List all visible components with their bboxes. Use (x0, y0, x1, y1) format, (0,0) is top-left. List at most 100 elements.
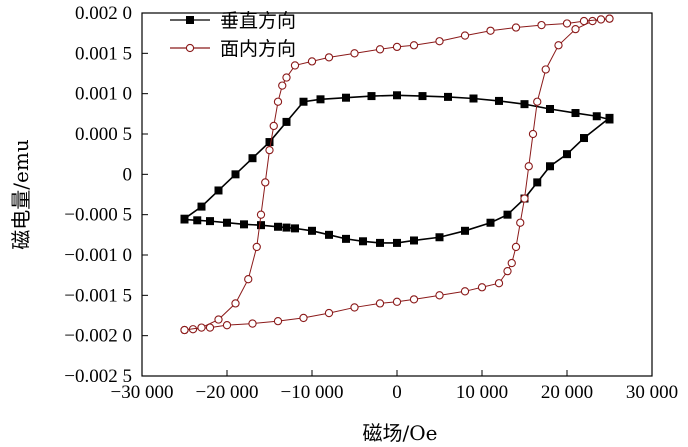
y-tick-label: −0.002 0 (64, 326, 132, 347)
data-point (265, 138, 274, 147)
data-point (503, 266, 512, 276)
data-point (180, 214, 189, 223)
data-point (299, 313, 308, 323)
data-point (274, 222, 282, 231)
data-point (257, 221, 265, 230)
data-point (605, 115, 614, 124)
y-tick-label: −0.000 5 (64, 205, 132, 226)
y-tick-label: −0.001 0 (64, 245, 132, 266)
legend-item: 垂直方向 (170, 10, 296, 32)
data-point (524, 162, 533, 171)
data-point (240, 220, 248, 229)
data-point (580, 134, 588, 143)
data-point (273, 316, 283, 326)
data-point (516, 218, 525, 227)
data-point (435, 233, 444, 242)
data-point (206, 217, 214, 226)
data-point (537, 20, 546, 30)
data-point (546, 104, 554, 113)
x-axis-title: 磁场/Oe (363, 421, 438, 445)
series-in-plane (180, 14, 614, 335)
legend-item: 面内方向 (170, 38, 296, 60)
data-point (231, 170, 240, 179)
data-point (282, 117, 291, 126)
y-tick-label: −0.001 5 (64, 285, 132, 306)
data-point (418, 92, 427, 101)
data-point (563, 150, 571, 159)
data-point (282, 223, 291, 232)
y-tick-label: 0.002 0 (75, 3, 132, 24)
series-layer (180, 14, 614, 335)
data-point (588, 16, 597, 26)
data-point (533, 97, 542, 106)
data-point (367, 92, 376, 101)
x-tick-label: 30 000 (626, 382, 678, 403)
data-point (460, 31, 470, 40)
data-point (299, 97, 308, 106)
data-point (282, 73, 291, 82)
legend-label: 垂直方向 (220, 10, 296, 32)
data-point (410, 236, 418, 245)
data-point (469, 94, 478, 103)
data-point (231, 299, 240, 308)
series-line (184, 117, 610, 244)
data-point (444, 92, 452, 101)
x-axis: −30 000 −20 000 −10 000 0 10 000 20 000 30 000 (111, 370, 678, 403)
x-tick-label: −10 000 (281, 382, 344, 403)
data-point (222, 321, 232, 330)
data-point (324, 308, 334, 318)
data-point (409, 295, 419, 304)
data-point (461, 226, 469, 235)
data-point (223, 218, 231, 227)
data-point (520, 100, 529, 109)
data-point (571, 109, 580, 118)
legend-label: 面内方向 (220, 38, 296, 60)
data-point (520, 194, 529, 203)
data-point (511, 242, 521, 252)
data-point (214, 186, 223, 195)
data-point (197, 323, 206, 332)
data-point (342, 234, 350, 243)
data-point (265, 145, 274, 155)
y-tick-label: 0.001 5 (75, 43, 132, 64)
data-point (350, 303, 359, 312)
x-tick-label: 10 000 (456, 382, 508, 403)
data-point (533, 178, 542, 187)
data-point (592, 112, 601, 121)
data-point (261, 178, 270, 187)
data-point (375, 299, 385, 308)
data-point (290, 61, 300, 70)
y-tick-label: 0.000 5 (75, 124, 132, 145)
series-perpendicular (180, 91, 614, 247)
data-point (541, 65, 550, 74)
y-axis-title: 磁电量/emu (9, 139, 33, 250)
data-point (350, 49, 359, 58)
y-tick-label: −0.002 5 (64, 366, 132, 387)
data-point (562, 19, 572, 28)
data-point (375, 45, 385, 54)
y-tick-label: 0.001 0 (75, 84, 132, 105)
data-point (180, 325, 189, 335)
data-point (325, 230, 333, 239)
data-point (291, 224, 299, 233)
data-point (308, 226, 316, 235)
data-point (409, 41, 419, 50)
x-tick-label: −30 000 (111, 382, 174, 403)
data-point (269, 121, 278, 131)
data-point (486, 26, 495, 35)
data-point (486, 218, 495, 227)
series-line (184, 94, 610, 220)
data-point (460, 287, 470, 296)
data-point (376, 238, 384, 247)
data-point (528, 129, 538, 139)
data-point (342, 93, 350, 102)
data-point (197, 202, 206, 211)
data-point (392, 42, 402, 52)
data-point (324, 53, 334, 62)
data-point (214, 315, 223, 324)
data-point (579, 16, 589, 26)
x-tick-label: 20 000 (541, 382, 593, 403)
data-point (185, 43, 195, 53)
